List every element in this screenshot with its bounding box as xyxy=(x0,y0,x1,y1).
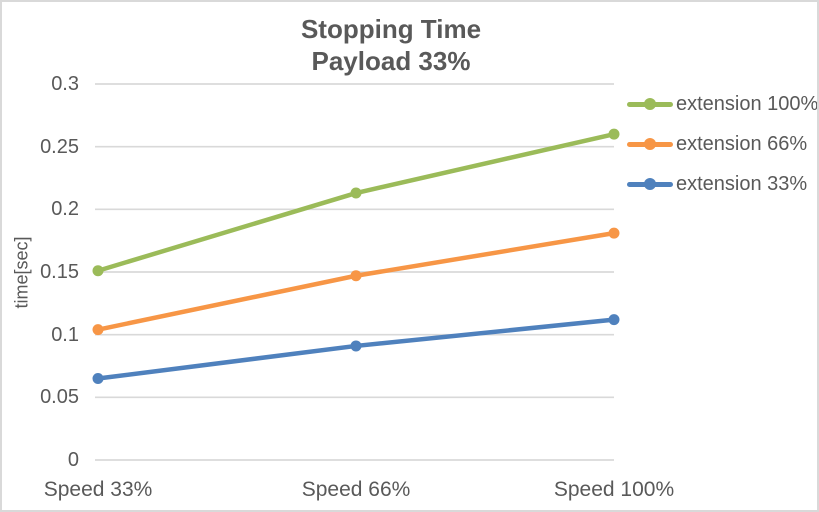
y-tick-label-0.3: 0.3 xyxy=(51,73,79,95)
legend-marker-extension-33-icon xyxy=(627,178,673,190)
y-tick-label-0.2: 0.2 xyxy=(51,198,79,220)
data-point-extension-66--Speed-66- xyxy=(350,270,362,282)
legend-item-extension-66: extension 66% xyxy=(627,124,817,164)
legend-item-extension-100: extension 100% xyxy=(627,84,817,124)
legend: extension 100% extension 66% extension 3… xyxy=(627,84,817,204)
chart-title: Stopping Time Payload 33% xyxy=(2,13,780,77)
data-point-extension-100--Speed-33- xyxy=(92,265,104,277)
x-category-label-speed-66: Speed 66% xyxy=(301,478,411,501)
legend-label-extension-33: extension 33% xyxy=(676,172,808,195)
y-tick-label-0.15: 0.15 xyxy=(40,261,79,283)
data-point-extension-33--Speed-66- xyxy=(350,340,362,352)
legend-marker-extension-66-icon xyxy=(627,138,673,150)
y-tick-label-0: 0 xyxy=(67,449,79,471)
legend-label-extension-66: extension 66% xyxy=(676,132,808,155)
chart-title-line1: Stopping Time xyxy=(300,14,482,44)
data-point-extension-100--Speed-100- xyxy=(608,128,620,140)
legend-item-extension-33: extension 33% xyxy=(627,164,817,204)
series-line-extension-100- xyxy=(95,131,617,273)
data-point-extension-33--Speed-33- xyxy=(92,373,104,385)
legend-marker-extension-100-icon xyxy=(627,98,673,110)
x-category-label-speed-100: Speed 100% xyxy=(553,478,675,501)
data-point-extension-100--Speed-66- xyxy=(350,187,362,199)
data-point-extension-33--Speed-100- xyxy=(608,314,620,326)
chart-title-line2: Payload 33% xyxy=(311,46,471,76)
legend-label-extension-100: extension 100% xyxy=(676,92,819,115)
data-point-extension-66--Speed-33- xyxy=(92,324,104,336)
data-point-extension-66--Speed-100- xyxy=(608,227,620,239)
y-tick-label-0.05: 0.05 xyxy=(40,386,79,408)
y-tick-label-0.1: 0.1 xyxy=(51,324,79,346)
x-category-label-speed-33: Speed 33% xyxy=(43,478,153,501)
y-tick-label-0.25: 0.25 xyxy=(40,136,79,158)
